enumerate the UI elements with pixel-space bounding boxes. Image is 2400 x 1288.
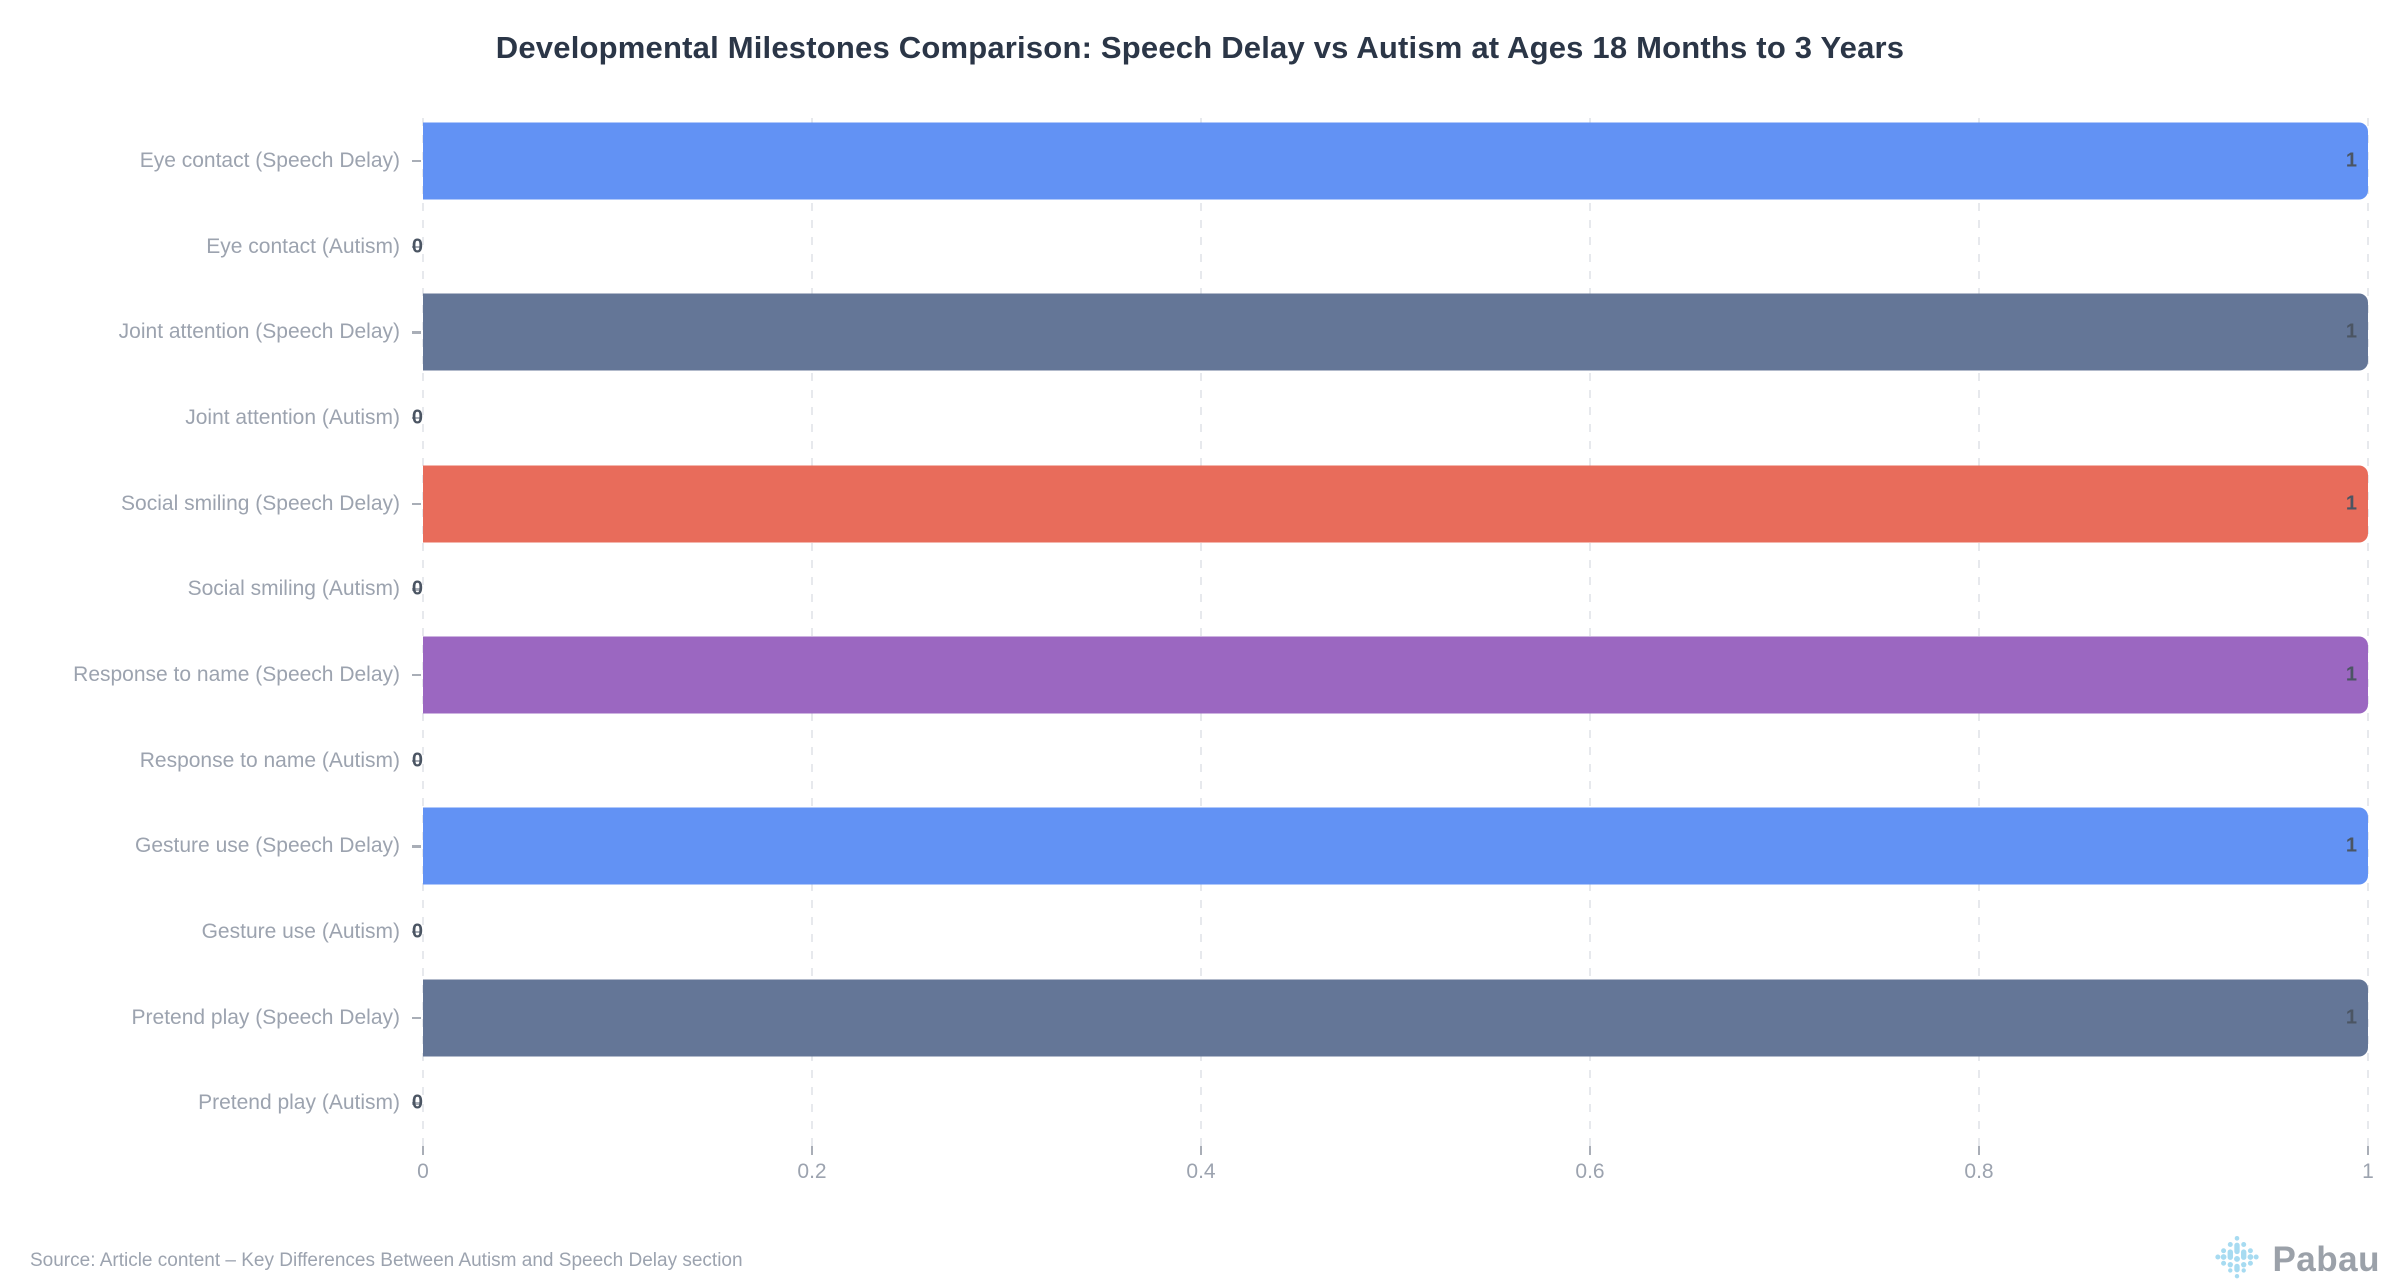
bar-value-label: 0 [411,577,423,600]
brand-footer: Pabau [2214,1234,2380,1285]
bar-value-label: 1 [2345,149,2357,172]
chart-row: Social smiling (Speech Delay) 1 [0,461,2368,547]
source-note: Source: Article content – Key Difference… [30,1250,743,1271]
category-label-cell: Social smiling (Speech Delay) [0,461,423,547]
bar[interactable]: 1 [423,979,2368,1057]
category-label-cell: Eye contact (Autism) [0,204,423,290]
category-label-cell: Gesture use (Autism) [0,889,423,975]
x-axis-tick-label: 0.8 [1964,1160,1994,1183]
x-axis: 0 0.2 0.4 0.6 0.8 1 [417,1146,2374,1206]
category-label: Joint attention (Autism) [185,405,400,429]
chart-row: Eye contact (Autism) 0 [0,204,2368,290]
bar-value-label: 1 [2345,492,2357,515]
chart-title: Developmental Milestones Comparison: Spe… [495,30,1905,65]
chart-row: Joint attention (Speech Delay) 1 [0,289,2368,375]
category-label: Response to name (Autism) [139,748,400,772]
bar-value-label: 0 [411,749,423,772]
category-tick-mark [412,245,421,248]
x-axis-tick-mark [1200,1146,1202,1155]
bar-value-label: 0 [411,406,423,429]
chart-row: Pretend play (Speech Delay) 1 [0,975,2368,1061]
chart-row: Eye contact (Speech Delay) 1 [0,118,2368,204]
brand-name: Pabau [2272,1239,2380,1279]
bar-track: 0 [412,546,2368,632]
category-label: Social smiling (Autism) [187,577,400,601]
x-axis-tick-label: 0.2 [797,1160,827,1183]
bar[interactable]: 1 [423,122,2368,200]
chart-row: Pretend play (Autism) 0 [0,1060,2368,1146]
category-tick-mark [412,845,421,848]
bar-value-label: 1 [2345,1006,2357,1029]
x-axis-tick-label: 0.4 [1186,1160,1216,1183]
bar[interactable]: 1 [423,807,2368,885]
category-label: Pretend play (Speech Delay) [131,1005,400,1029]
bar[interactable]: 1 [423,293,2368,371]
chart-row: Gesture use (Autism) 0 [0,889,2368,975]
bar-track: 0 [412,204,2368,290]
bar-track: 1 [423,632,2368,718]
bar-track: 1 [423,803,2368,889]
bar[interactable]: 1 [423,636,2368,714]
x-axis-tick-mark [2367,1146,2369,1155]
category-label: Response to name (Speech Delay) [73,662,400,686]
category-tick-mark [412,1102,421,1105]
category-label-cell: Gesture use (Speech Delay) [0,803,423,889]
category-tick-mark [412,331,421,334]
category-tick-mark [412,1016,421,1020]
category-label-cell: Pretend play (Speech Delay) [0,975,423,1061]
category-label: Eye contact (Autism) [206,234,400,258]
category-label: Gesture use (Autism) [201,919,400,943]
category-tick-mark [412,759,421,763]
chart-row: Response to name (Autism) 0 [0,718,2368,804]
x-axis-tick-mark [422,1146,424,1155]
chart-row: Joint attention (Autism) 0 [0,375,2368,461]
bar-track: 1 [423,118,2368,204]
category-label-cell: Pretend play (Autism) [0,1060,423,1146]
x-axis-tick-mark [811,1146,813,1155]
category-tick-mark [412,930,421,934]
bar-value-label: 1 [2345,834,2357,857]
bar-track: 1 [423,461,2368,547]
category-tick-mark [412,673,421,677]
bar-track: 0 [412,889,2368,975]
category-label-cell: Social smiling (Autism) [0,546,423,632]
bar-track: 1 [423,289,2368,375]
category-tick-mark [412,502,421,506]
category-tick-mark [412,588,421,591]
bar-value-label: 1 [2345,320,2357,343]
x-axis-tick-label: 0.6 [1575,1160,1605,1183]
bar-track: 0 [412,718,2368,804]
bar-track: 0 [412,375,2368,461]
bar[interactable]: 1 [423,465,2368,543]
category-label-cell: Eye contact (Speech Delay) [0,118,423,204]
pabau-logo-icon [2214,1234,2260,1285]
category-label: Pretend play (Autism) [198,1091,400,1115]
category-label-cell: Joint attention (Speech Delay) [0,289,423,375]
category-tick-mark [412,159,421,163]
category-label-cell: Response to name (Speech Delay) [0,632,423,718]
bar-track: 0 [412,1060,2368,1146]
x-axis-tick-mark [1978,1146,1980,1155]
chart-row: Gesture use (Speech Delay) 1 [0,803,2368,889]
category-label: Social smiling (Speech Delay) [121,491,400,515]
bar-value-label: 0 [411,235,423,257]
category-label: Eye contact (Speech Delay) [139,148,400,172]
bar-value-label: 0 [411,1091,423,1114]
bar-value-label: 1 [2345,663,2357,686]
chart-row: Response to name (Speech Delay) 1 [0,632,2368,718]
category-tick-mark [412,416,421,420]
chart-row: Social smiling (Autism) 0 [0,546,2368,632]
x-axis-tick-label: 0 [417,1160,429,1183]
bar-track: 1 [423,975,2368,1061]
chart-rows: Eye contact (Speech Delay) 1 Eye contact (… [0,118,2368,1146]
x-axis-tick-label: 1 [2362,1160,2374,1183]
category-label-cell: Response to name (Autism) [0,718,423,804]
category-label: Joint attention (Speech Delay) [118,320,400,344]
bar-value-label: 0 [411,920,423,943]
category-label-cell: Joint attention (Autism) [0,375,423,461]
category-label: Gesture use (Speech Delay) [135,834,400,858]
x-axis-tick-mark [1589,1146,1591,1155]
